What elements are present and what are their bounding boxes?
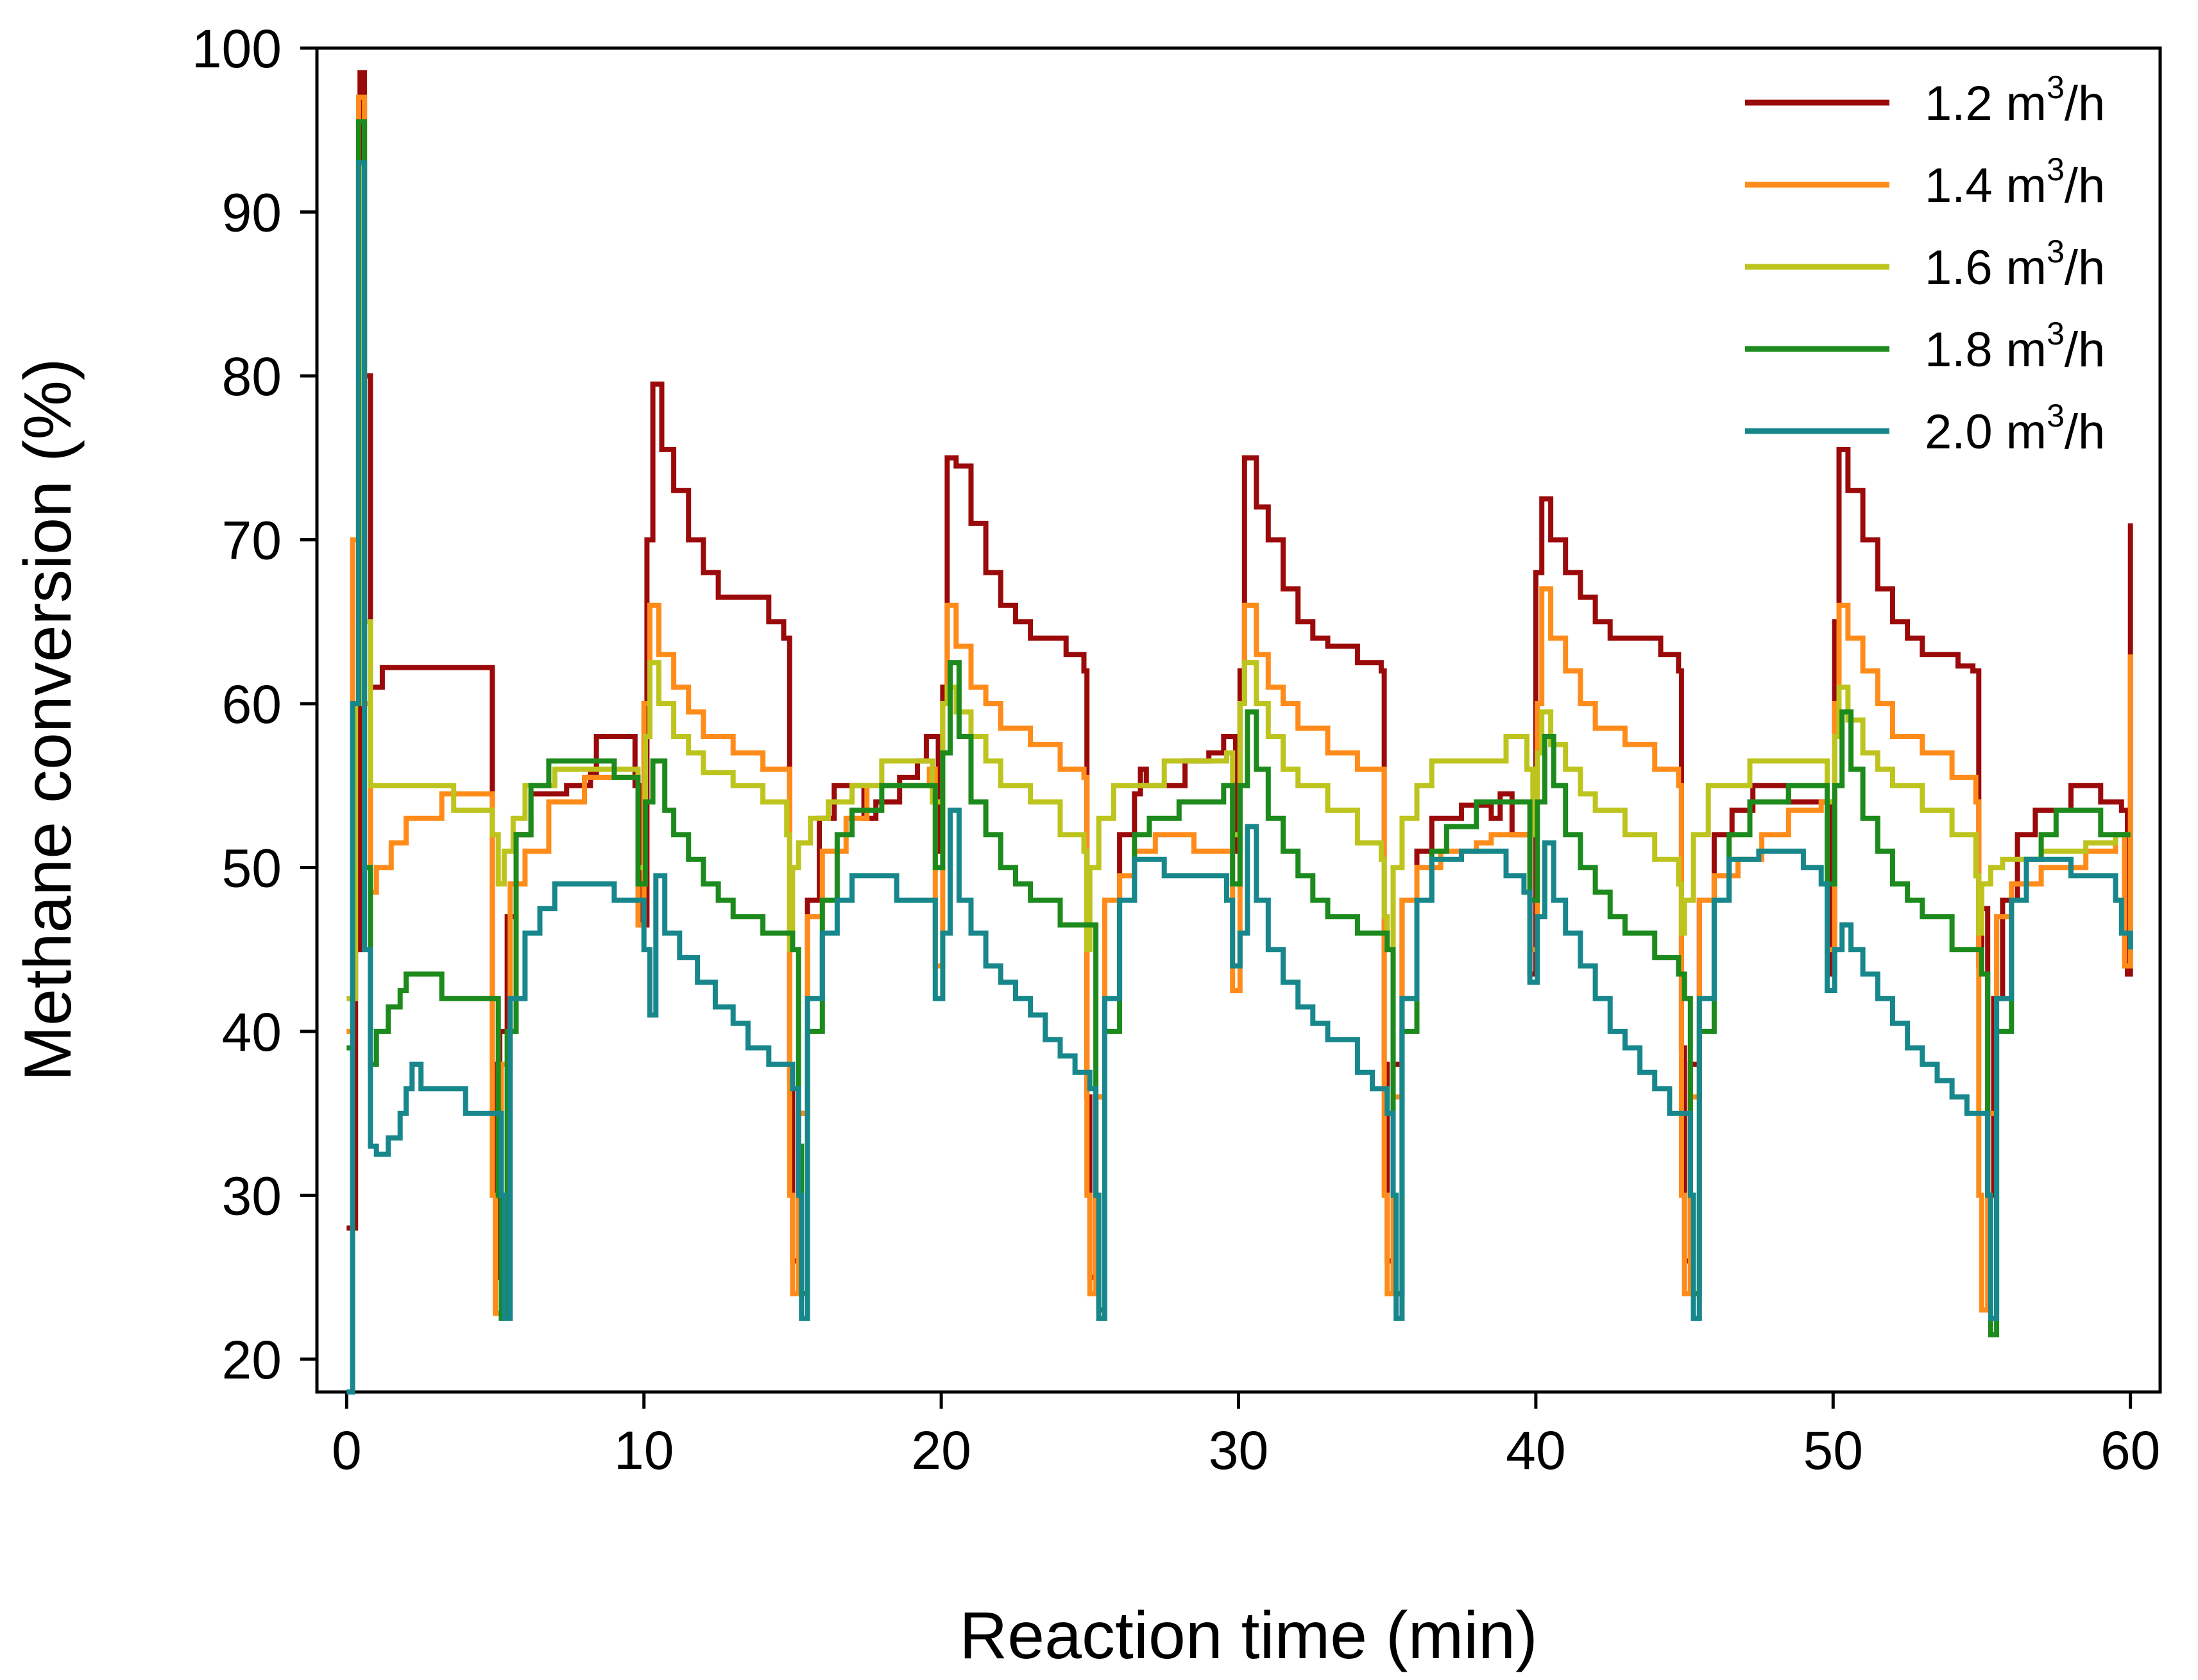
x-tick-label: 60 [2100,1420,2160,1481]
legend-label-tail: /h [2065,323,2105,377]
y-axis-title: Methane conversion (%) [11,358,85,1081]
series-layer [346,70,2133,1395]
y-tick-label: 70 [222,510,282,570]
series-line-1 [346,70,2133,1280]
y-tick-label: 20 [222,1330,282,1390]
legend-label-2: 1.4 m3/h [1925,151,2105,213]
x-tick-label: 50 [1803,1420,1863,1481]
y-tick-label: 80 [222,346,282,407]
legend-label-main: 1.2 m [1925,76,2047,131]
legend-label-main: 2.0 m [1925,405,2047,459]
y-tick-label: 50 [222,838,282,898]
legend-label-sup: 3 [2047,151,2065,187]
legend-label-5: 2.0 m3/h [1925,398,2105,459]
legend-label-sup: 3 [2047,316,2065,352]
legend-label-sup: 3 [2047,233,2065,269]
x-tick-label: 10 [614,1420,674,1481]
legend-label-tail: /h [2065,405,2105,459]
legend-label-sup: 3 [2047,69,2065,105]
series-line-3 [346,160,2131,1001]
legend-label-main: 1.4 m [1925,158,2047,213]
legend-label-main: 1.8 m [1925,323,2047,377]
legend-label-tail: /h [2065,241,2105,295]
legend-label-tail: /h [2065,76,2105,131]
legend-label-main: 1.6 m [1925,241,2047,295]
legend-label-4: 1.8 m3/h [1925,316,2105,377]
legend-label-3: 1.6 m3/h [1925,233,2105,295]
legend-label-tail: /h [2065,158,2105,213]
legend: 1.2 m3/h1.4 m3/h1.6 m3/h1.8 m3/h2.0 m3/h [1745,69,2105,459]
x-tick-label: 20 [911,1420,971,1481]
legend-label-sup: 3 [2047,398,2065,434]
x-axis-ticks: 0 10 20 30 40 50 60 [332,1392,2160,1481]
series-line-4 [346,119,2131,1337]
y-tick-label: 60 [222,674,282,734]
series-line-5 [346,160,2133,1395]
x-axis-title: Reaction time (min) [959,1599,1538,1673]
y-tick-label: 40 [222,1002,282,1062]
legend-label-1: 1.2 m3/h [1925,69,2105,131]
y-tick-label: 100 [192,19,282,79]
x-tick-label: 40 [1506,1420,1565,1481]
y-axis-ticks: 20 30 40 50 60 70 80 90 100 [192,19,317,1390]
y-tick-label: 30 [222,1166,282,1226]
y-tick-label: 90 [222,182,282,242]
x-tick-label: 30 [1209,1420,1268,1481]
x-tick-label: 0 [332,1420,362,1481]
